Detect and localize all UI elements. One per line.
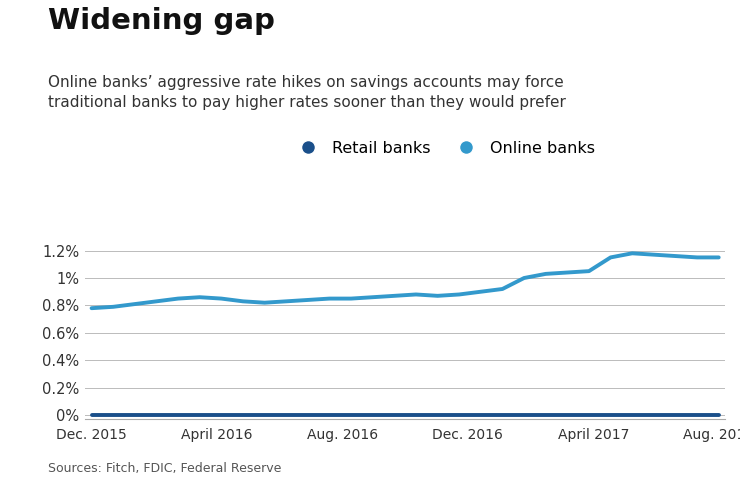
Text: Sources: Fitch, FDIC, Federal Reserve: Sources: Fitch, FDIC, Federal Reserve: [48, 462, 281, 475]
Text: Online banks’ aggressive rate hikes on savings accounts may force
traditional ba: Online banks’ aggressive rate hikes on s…: [48, 75, 566, 110]
Text: Widening gap: Widening gap: [48, 7, 275, 35]
Legend: Retail banks, Online banks: Retail banks, Online banks: [286, 134, 601, 162]
